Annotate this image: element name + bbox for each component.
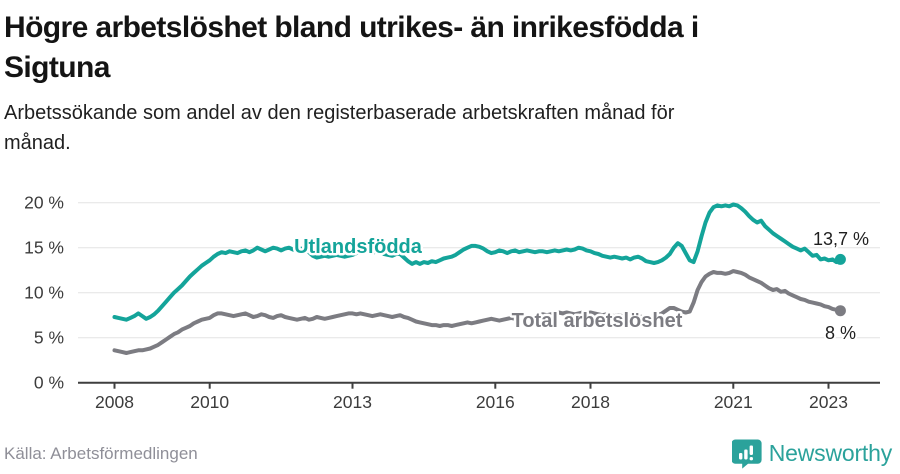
series-label: Utlandsfödda [294, 236, 423, 258]
y-tick-label: 15 % [24, 238, 64, 258]
y-tick-label: 0 % [34, 373, 64, 393]
newsworthy-wordmark: Newsworthy [768, 440, 892, 466]
x-tick-label: 2013 [333, 392, 372, 412]
chart-title-line-1: Högre arbetslöshet bland utrikes- än inr… [4, 11, 699, 44]
chart-footer: Källa: Arbetsförmedlingen Newsworthy [4, 438, 892, 469]
end-value-label: 8 % [825, 323, 856, 343]
chart-title: Högre arbetslöshet bland utrikes- än inr… [4, 8, 890, 88]
chart-header: Högre arbetslöshet bland utrikes- än inr… [0, 0, 900, 158]
newsworthy-logo: Newsworthy [731, 438, 892, 469]
end-dot [834, 253, 846, 265]
chart-subtitle: Arbetssökande som andel av den registerb… [4, 98, 890, 158]
x-tick-label: 2008 [95, 392, 134, 412]
chart-subtitle-line-2: månad. [4, 132, 71, 154]
x-tick-label: 2018 [571, 392, 610, 412]
x-tick-label: 2016 [476, 392, 515, 412]
source-note: Källa: Arbetsförmedlingen [4, 443, 198, 463]
x-tick-label: 2021 [714, 392, 753, 412]
x-tick-label: 2023 [809, 392, 848, 412]
series-label: Total arbetslöshet [512, 310, 683, 332]
series-line [112, 202, 843, 322]
end-value-label: 13,7 % [813, 229, 869, 249]
chart-title-line-2: Sigtuna [4, 51, 110, 84]
newsworthy-bar-chart-icon [731, 439, 762, 469]
y-tick-label: 20 % [24, 193, 64, 213]
x-tick-label: 2010 [190, 392, 229, 412]
end-dot [834, 305, 846, 317]
line-chart: 0 % 5 % 10 % 15 % 20 % 2008 2010 2013 2016 2018 20… [24, 193, 880, 412]
series-line [112, 269, 843, 355]
chart-subtitle-line-1: Arbetssökande som andel av den registerb… [4, 102, 675, 124]
y-tick-label: 10 % [24, 283, 64, 303]
y-tick-label: 5 % [34, 328, 64, 348]
